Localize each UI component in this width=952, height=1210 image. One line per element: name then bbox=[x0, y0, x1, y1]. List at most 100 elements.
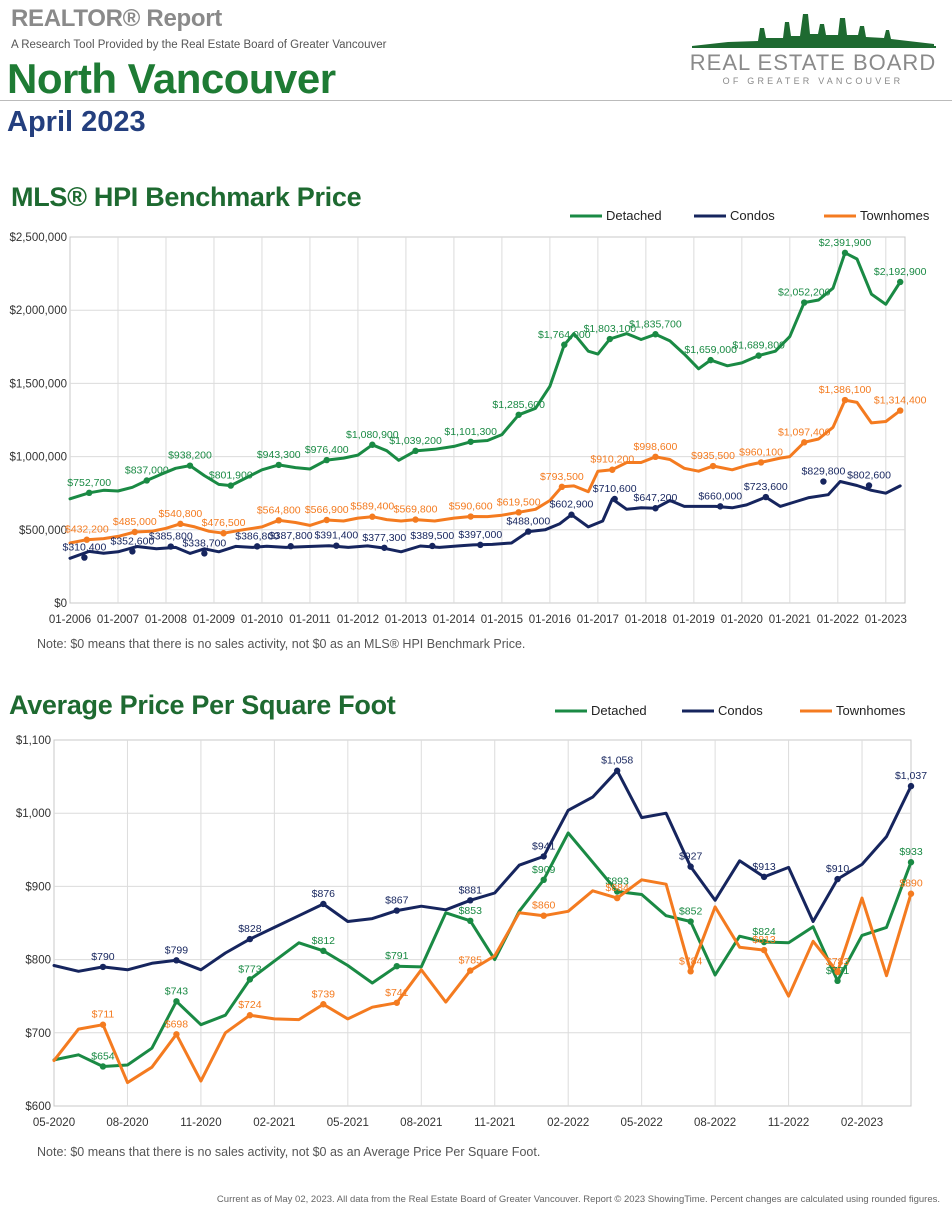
data-point bbox=[467, 513, 474, 520]
data-point bbox=[652, 505, 659, 512]
x-tick-label: 11-2020 bbox=[180, 1117, 221, 1129]
data-point bbox=[652, 453, 659, 461]
data-label: $876 bbox=[312, 888, 336, 900]
report-subtitle: A Research Tool Provided by the Real Est… bbox=[11, 39, 387, 51]
data-point bbox=[834, 968, 841, 976]
y-tick-label: $600 bbox=[25, 1101, 51, 1113]
x-tick-label: 01-2022 bbox=[817, 614, 859, 626]
data-point bbox=[611, 495, 618, 503]
data-label: $1,101,300 bbox=[444, 426, 497, 438]
data-point bbox=[429, 542, 436, 550]
data-label: $799 bbox=[165, 944, 189, 956]
x-tick-label: 01-2014 bbox=[433, 614, 476, 626]
data-label: $935,500 bbox=[691, 450, 735, 462]
data-point bbox=[99, 963, 107, 971]
data-label: $723,600 bbox=[744, 481, 788, 493]
data-point bbox=[613, 767, 621, 774]
data-label: $540,800 bbox=[158, 508, 202, 520]
data-point bbox=[220, 530, 227, 537]
series-line-townhomes bbox=[68, 398, 902, 545]
psf-note: Note: $0 means that there is no sales ac… bbox=[37, 1145, 541, 1159]
psf-chart-title: Average Price Per Square Foot bbox=[9, 690, 396, 720]
data-point bbox=[143, 477, 150, 484]
data-point bbox=[841, 249, 849, 257]
series-line-condos bbox=[68, 480, 902, 560]
data-label: $724 bbox=[238, 999, 262, 1011]
data-label: $389,500 bbox=[410, 530, 454, 542]
logo-name: REAL ESTATE BOARD bbox=[690, 50, 936, 75]
data-label: $793,500 bbox=[540, 471, 584, 483]
x-tick-label: 08-2021 bbox=[400, 1117, 442, 1129]
data-point bbox=[707, 356, 714, 364]
data-point bbox=[129, 548, 136, 555]
data-label: $893 bbox=[605, 876, 629, 888]
data-point bbox=[393, 999, 400, 1006]
hpi-chart: $0 $500,000 $1,000,000 $1,500,000 $2,000,000… bbox=[9, 208, 930, 626]
data-label: $933 bbox=[899, 846, 923, 858]
data-label: $647,200 bbox=[634, 492, 678, 504]
data-label: $2,052,200 bbox=[778, 287, 831, 299]
data-label: $488,000 bbox=[506, 516, 550, 528]
data-point bbox=[99, 1021, 107, 1028]
data-label: $566,900 bbox=[305, 504, 349, 516]
data-label: $569,800 bbox=[394, 504, 438, 516]
x-tick-label: 05-2022 bbox=[621, 1117, 663, 1129]
data-label: $802,600 bbox=[847, 469, 891, 481]
data-label: $485,000 bbox=[113, 516, 157, 528]
data-label: $910,200 bbox=[590, 454, 634, 466]
x-tick-label: 01-2018 bbox=[625, 614, 667, 626]
y-tick-label: $500,000 bbox=[19, 525, 67, 537]
data-label: $1,039,200 bbox=[389, 435, 442, 447]
x-tick-label: 01-2017 bbox=[577, 614, 619, 626]
data-label: $397,000 bbox=[458, 529, 502, 541]
data-point bbox=[525, 528, 532, 535]
x-tick-label: 01-2008 bbox=[145, 614, 187, 626]
data-label: $881 bbox=[459, 884, 483, 896]
series-line-detached bbox=[52, 831, 913, 1068]
data-point bbox=[467, 917, 474, 925]
data-label: $927 bbox=[679, 851, 703, 863]
legend-label-townhomes: Townhomes bbox=[860, 208, 930, 223]
data-point bbox=[834, 875, 841, 883]
report-footer: Current as of May 02, 2023. All data fro… bbox=[216, 1194, 940, 1205]
data-point bbox=[477, 541, 484, 549]
data-label: $812 bbox=[312, 935, 336, 947]
data-point bbox=[755, 352, 762, 359]
data-label: $853 bbox=[459, 905, 483, 917]
x-tick-label: 05-2020 bbox=[33, 1117, 75, 1129]
data-point bbox=[81, 554, 88, 561]
data-point bbox=[246, 976, 254, 983]
data-point bbox=[613, 894, 621, 902]
data-label: $837,000 bbox=[125, 464, 169, 476]
series-line-condos bbox=[52, 769, 913, 973]
data-point bbox=[253, 543, 261, 550]
legend-label-detached: Detached bbox=[606, 208, 662, 223]
data-point bbox=[246, 935, 254, 943]
data-point bbox=[275, 517, 282, 524]
data-point bbox=[568, 511, 575, 518]
data-point bbox=[99, 1063, 107, 1070]
data-label: $910 bbox=[826, 863, 850, 875]
data-point bbox=[762, 493, 770, 501]
y-tick-label: $2,000,000 bbox=[9, 305, 67, 317]
data-label: $1,058 bbox=[601, 755, 633, 767]
data-label: $943,300 bbox=[257, 449, 301, 461]
data-point bbox=[85, 489, 93, 497]
data-label: $564,800 bbox=[257, 504, 301, 516]
data-label: $476,500 bbox=[202, 517, 246, 529]
data-point bbox=[467, 438, 474, 445]
data-point bbox=[515, 509, 522, 516]
data-point bbox=[561, 341, 568, 348]
data-label: $1,285,600 bbox=[492, 399, 545, 411]
data-point bbox=[515, 411, 522, 418]
x-tick-label: 02-2022 bbox=[547, 1117, 589, 1129]
skyline-icon bbox=[692, 14, 936, 48]
data-label: $660,000 bbox=[698, 490, 742, 502]
data-label: $890 bbox=[899, 878, 923, 890]
x-tick-label: 01-2016 bbox=[529, 614, 571, 626]
hpi-chart-title: MLS® HPI Benchmark Price bbox=[11, 182, 362, 212]
data-label: $352,600 bbox=[110, 535, 154, 547]
data-point bbox=[709, 462, 717, 470]
data-label: $1,835,700 bbox=[629, 318, 682, 330]
data-point bbox=[227, 482, 234, 489]
